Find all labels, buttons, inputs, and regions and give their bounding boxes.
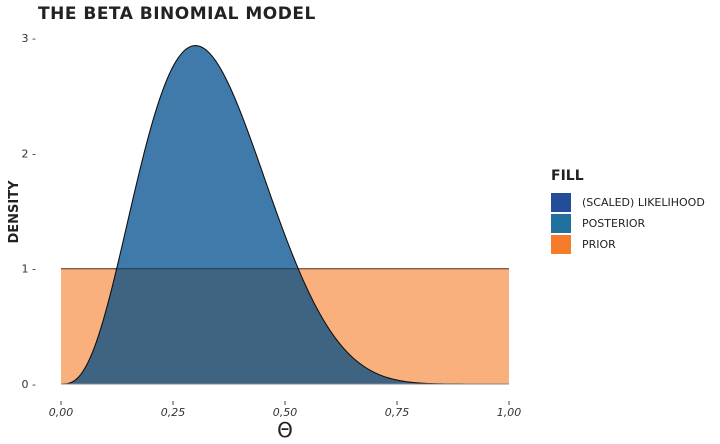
legend-item-posterior: posterior <box>551 213 705 234</box>
legend-title: Fill <box>551 168 584 184</box>
swatch-prior <box>551 235 571 254</box>
legend-label: prior <box>582 238 616 251</box>
density-areas <box>60 45 509 385</box>
x-tick-label: 0,75 <box>385 406 410 419</box>
y-tick-label: 3 - <box>22 32 36 45</box>
legend-label: (scaled) likelihood <box>582 196 705 209</box>
x-axis-label: Θ <box>277 418 293 442</box>
x-tick-label: 1,00 <box>497 406 522 419</box>
overlap-area <box>61 268 509 384</box>
y-axis-label: Density <box>7 180 22 244</box>
legend-item-prior: prior <box>551 234 705 255</box>
swatch-posterior <box>551 214 571 233</box>
x-tick-label: 0,00 <box>49 406 74 419</box>
y-tick-label: 0 - <box>22 378 36 391</box>
y-tick-label: 2 - <box>22 147 36 160</box>
legend-item-likelihood: (scaled) likelihood <box>551 192 705 213</box>
x-tick-label: 0,25 <box>161 406 186 419</box>
chart-title: The Beta Binomial Model <box>38 4 316 24</box>
legend-label: posterior <box>582 217 646 230</box>
x-tick-label: 0,50 <box>273 406 298 419</box>
swatch-likelihood <box>551 193 571 212</box>
x-axis: 0,00 0,25 0,50 0,75 1,00 <box>49 401 522 419</box>
y-axis: 0 - 1 - 2 - 3 - <box>22 32 36 391</box>
y-tick-label: 1 - <box>22 263 36 276</box>
legend: Fill (scaled) likelihood posterior prior <box>551 168 705 255</box>
